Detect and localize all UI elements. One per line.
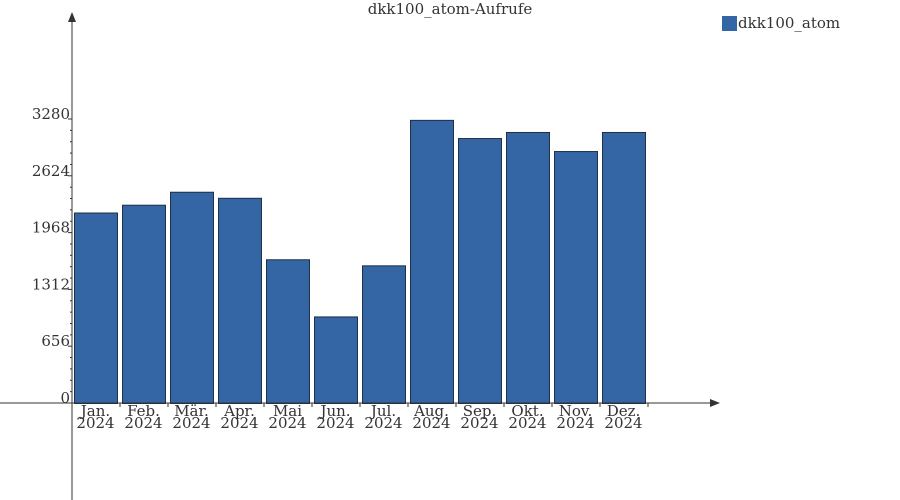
- chart-title: dkk100_atom-Aufrufe: [367, 0, 533, 18]
- y-tick-label: 2624: [32, 162, 70, 180]
- axes-group: [0, 12, 720, 500]
- x-tick-label-year: 2024: [412, 414, 450, 432]
- bar-1: [74, 212, 118, 404]
- x-tick-label-month: Dez.: [607, 402, 641, 420]
- x-ticks-group: Jan.2024Feb.2024Mär.2024Apr.2024Mai2024J…: [71, 402, 649, 432]
- bar-3: [170, 191, 214, 404]
- bar-5: [266, 259, 310, 404]
- x-tick-label-year: 2024: [316, 414, 354, 432]
- x-tick-label-year: 2024: [556, 414, 594, 432]
- x-tick-label-year: 2024: [124, 414, 162, 432]
- legend-swatch: [722, 15, 737, 31]
- x-tick-label-month: Okt.: [511, 402, 543, 420]
- x-tick-label-year: 2024: [220, 414, 258, 432]
- bar-7: [362, 265, 406, 404]
- x-tick-label-month: Aug.: [413, 402, 449, 420]
- x-axis-arrow: [710, 399, 720, 407]
- x-tick-label-year: 2024: [268, 414, 306, 432]
- x-tick-label-month: Mär.: [174, 402, 209, 420]
- x-tick-label-month: Sep.: [463, 402, 497, 420]
- x-tick-label-month: Jul.: [369, 402, 396, 420]
- y-ticks-group: 0 656 1312 1968 2624 3280: [32, 105, 72, 407]
- legend-label: dkk100_atom: [738, 14, 841, 32]
- bar-8: [410, 119, 454, 405]
- bar-10: [506, 131, 550, 405]
- y-tick-label: 0: [60, 389, 70, 407]
- bar-2: [122, 204, 166, 404]
- x-tick-label-month: Jan.: [79, 402, 110, 420]
- bar-9: [458, 138, 502, 405]
- y-tick-label: 1312: [32, 275, 70, 293]
- bar-12: [602, 131, 646, 405]
- x-tick-label-year: 2024: [76, 414, 114, 432]
- x-tick-label-month: Mai: [273, 402, 302, 420]
- x-tick-label-year: 2024: [508, 414, 546, 432]
- bar-11: [554, 151, 598, 404]
- y-axis-arrow: [68, 12, 76, 22]
- x-tick-label-month: Nov.: [559, 402, 593, 420]
- x-tick-label-year: 2024: [172, 414, 210, 432]
- x-tick-label-month: Feb.: [127, 402, 160, 420]
- y-tick-label: 3280: [32, 105, 70, 123]
- y-tick-label: 1968: [32, 219, 70, 237]
- x-tick-label-month: Jun.: [318, 402, 350, 420]
- legend: dkk100_atom: [722, 14, 840, 32]
- bar-6: [314, 316, 358, 405]
- y-tick-label: 656: [41, 332, 70, 350]
- bar-4: [218, 197, 262, 404]
- bars-group: [74, 119, 646, 405]
- x-tick-label-year: 2024: [460, 414, 498, 432]
- x-tick-label-month: Apr.: [223, 402, 255, 420]
- x-tick-label-year: 2024: [604, 414, 642, 432]
- x-tick-label-year: 2024: [364, 414, 402, 432]
